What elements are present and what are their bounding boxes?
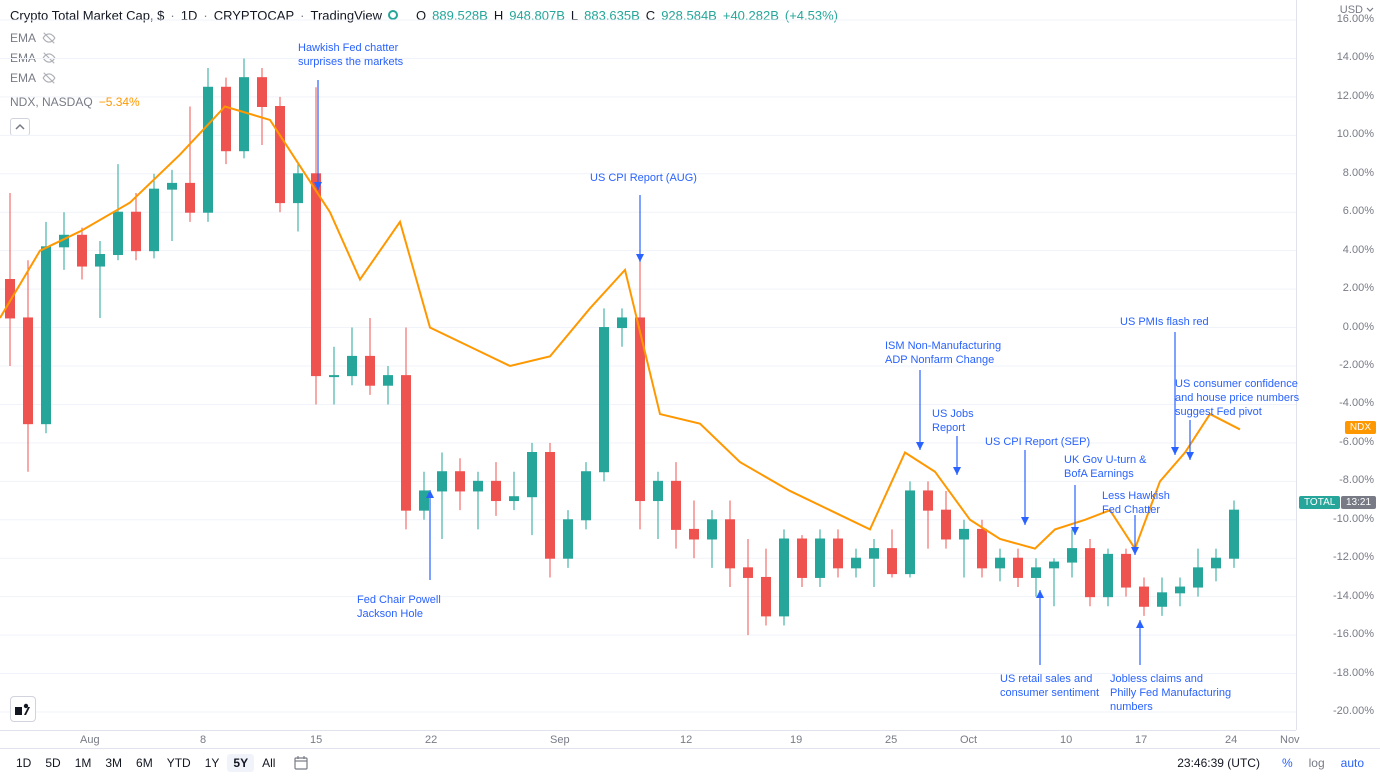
xaxis-tick: 12 xyxy=(680,734,692,746)
time-axis[interactable]: Aug81522Sep121925Oct101724Nov xyxy=(0,730,1296,748)
yaxis-tick: 14.00% xyxy=(1337,51,1374,63)
xaxis-tick: 22 xyxy=(425,734,437,746)
range-all[interactable]: All xyxy=(256,754,281,772)
xaxis-tick: Sep xyxy=(550,734,570,746)
annotation-a10: US consumer confidenceand house price nu… xyxy=(1175,378,1299,419)
xaxis-tick: 25 xyxy=(885,734,897,746)
bottom-toolbar: 1D5D1M3M6MYTD1Y5YAll 23:46:39 (UTC) % lo… xyxy=(0,748,1380,776)
range-ytd[interactable]: YTD xyxy=(161,754,197,772)
tradingview-logo[interactable] xyxy=(10,696,36,722)
yaxis-tick: -14.00% xyxy=(1333,590,1374,602)
yaxis-tick: 6.00% xyxy=(1343,205,1374,217)
total-badge: TOTAL xyxy=(1299,496,1340,509)
yaxis-tick: -4.00% xyxy=(1339,397,1374,409)
range-5y[interactable]: 5Y xyxy=(227,754,254,772)
chart-plot-area[interactable] xyxy=(0,0,1296,730)
range-5d[interactable]: 5D xyxy=(39,754,66,772)
percent-toggle[interactable]: % xyxy=(1276,754,1299,772)
yaxis-tick: 12.00% xyxy=(1337,90,1374,102)
yaxis-tick: -10.00% xyxy=(1333,513,1374,525)
countdown-badge: 13:21 xyxy=(1341,496,1376,509)
xaxis-tick: Oct xyxy=(960,734,977,746)
ndx-badge: NDX xyxy=(1345,421,1376,434)
annotation-a5: US JobsReport xyxy=(932,408,974,436)
annotation-a7: UK Gov U-turn &BofA Earnings xyxy=(1064,454,1147,482)
yaxis-tick: -20.00% xyxy=(1333,705,1374,717)
yaxis-tick: -2.00% xyxy=(1339,359,1374,371)
clock: 23:46:39 (UTC) xyxy=(1177,756,1260,770)
yaxis-tick: -16.00% xyxy=(1333,628,1374,640)
range-1d[interactable]: 1D xyxy=(10,754,37,772)
price-axis[interactable]: USD 16.00%14.00%12.00%10.00%8.00%6.00%4.… xyxy=(1296,0,1380,730)
annotation-a1: Hawkish Fed chattersurprises the markets xyxy=(298,42,403,70)
annotation-a4: ISM Non-ManufacturingADP Nonfarm Change xyxy=(885,340,1001,368)
xaxis-tick: 10 xyxy=(1060,734,1072,746)
yaxis-tick: 8.00% xyxy=(1343,167,1374,179)
yaxis-tick: 4.00% xyxy=(1343,244,1374,256)
annotation-a8: Less HawkishFed Chatter xyxy=(1102,490,1170,518)
yaxis-tick: -8.00% xyxy=(1339,474,1374,486)
yaxis-tick: -6.00% xyxy=(1339,436,1374,448)
range-3m[interactable]: 3M xyxy=(99,754,128,772)
annotation-a9: US PMIs flash red xyxy=(1120,316,1209,330)
range-buttons: 1D5D1M3M6MYTD1Y5YAll xyxy=(10,754,281,772)
annotation-a12: Jobless claims andPhilly Fed Manufacturi… xyxy=(1110,673,1231,714)
yaxis-tick: 0.00% xyxy=(1343,321,1374,333)
range-6m[interactable]: 6M xyxy=(130,754,159,772)
xaxis-tick: 15 xyxy=(310,734,322,746)
range-1y[interactable]: 1Y xyxy=(199,754,226,772)
xaxis-tick: 24 xyxy=(1225,734,1237,746)
xaxis-tick: Nov xyxy=(1280,734,1300,746)
yaxis-tick: 16.00% xyxy=(1337,13,1374,25)
xaxis-tick: 19 xyxy=(790,734,802,746)
yaxis-tick: 10.00% xyxy=(1337,128,1374,140)
calendar-icon[interactable] xyxy=(293,755,309,771)
annotation-a3: Fed Chair PowellJackson Hole xyxy=(357,594,441,622)
annotation-a2: US CPI Report (AUG) xyxy=(590,172,697,186)
auto-scale-toggle[interactable]: auto xyxy=(1335,754,1370,772)
annotation-a6: US CPI Report (SEP) xyxy=(985,436,1090,450)
yaxis-tick: 2.00% xyxy=(1343,282,1374,294)
xaxis-tick: 17 xyxy=(1135,734,1147,746)
xaxis-tick: Aug xyxy=(80,734,100,746)
yaxis-tick: -12.00% xyxy=(1333,551,1374,563)
xaxis-tick: 8 xyxy=(200,734,206,746)
annotation-a11: US retail sales andconsumer sentiment xyxy=(1000,673,1099,701)
range-1m[interactable]: 1M xyxy=(69,754,98,772)
log-toggle[interactable]: log xyxy=(1303,754,1331,772)
yaxis-tick: -18.00% xyxy=(1333,667,1374,679)
